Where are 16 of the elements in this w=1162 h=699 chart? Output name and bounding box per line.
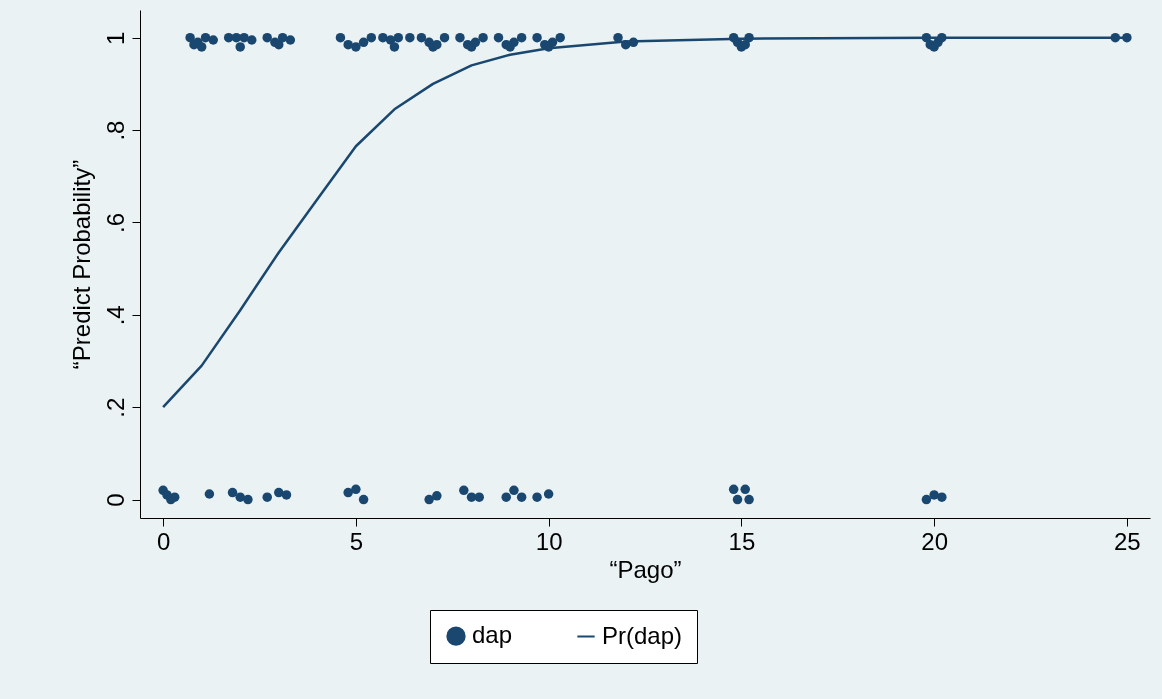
y-tick-label: 1 — [101, 31, 129, 45]
y-tick-label: .6 — [101, 212, 129, 233]
x-tick-label: 5 — [349, 527, 364, 555]
x-tick-label: 20 — [921, 527, 948, 555]
x-tick-label: 0 — [156, 527, 171, 555]
legend-label: Pr(dap) — [602, 621, 683, 649]
legend-label: dap — [472, 621, 513, 649]
y-tick-label: .4 — [101, 305, 129, 326]
y-tick-label: 0 — [101, 493, 129, 507]
x-tick-label: 10 — [535, 527, 563, 555]
x-tick-label: 25 — [1114, 527, 1141, 555]
y-axis-title: “Predict Probability” — [67, 159, 95, 370]
y-tick-label: .2 — [101, 397, 129, 418]
x-tick-label: 15 — [728, 527, 756, 555]
x-axis-title: “Pago” — [609, 555, 682, 583]
y-tick-label: .8 — [101, 120, 129, 141]
